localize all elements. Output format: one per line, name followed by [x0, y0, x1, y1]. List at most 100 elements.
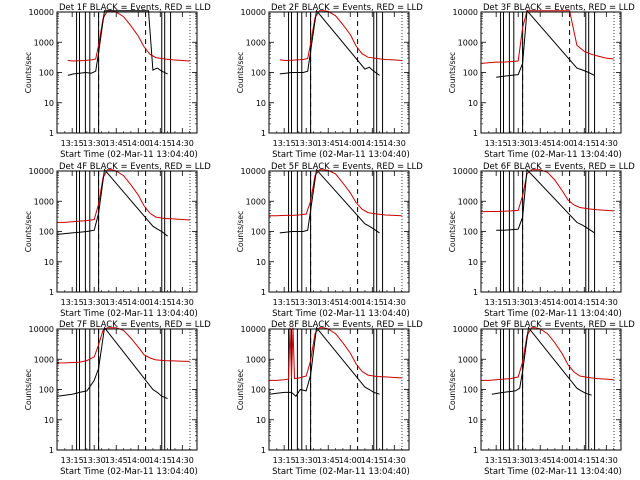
y-tick-label: 1000	[34, 197, 54, 206]
x-tick-label: 13:15	[485, 456, 508, 465]
y-tick-label: 10000	[241, 167, 266, 176]
y-tick-label: 10000	[29, 325, 54, 334]
x-tick-label: 13:45	[317, 456, 340, 465]
y-tick-label: 10	[44, 416, 54, 425]
x-tick-label: 14:00	[127, 456, 150, 465]
plot-frame	[480, 11, 622, 134]
x-tick-label: 13:45	[529, 139, 552, 148]
x-tick-label: 13:15	[273, 139, 296, 148]
panel-det-2: 1 10 100 1000 10000 13:1513:3013:4514:0014:15…	[236, 3, 423, 160]
series-line-events	[496, 9, 595, 78]
x-axis-label: Start Time (02-Mar-11 13:04:40)	[60, 150, 198, 160]
x-tick-label: 13:30	[83, 456, 106, 465]
x-tick-label: 14:15	[573, 456, 596, 465]
y-tick-label: 100	[39, 386, 54, 395]
y-tick-label: 100	[463, 69, 478, 78]
series-line-lld	[269, 169, 402, 217]
series-line-events	[57, 168, 168, 237]
y-tick-label: 10000	[453, 8, 478, 17]
y-axis-label: Counts/sec	[24, 211, 33, 252]
x-tick-label: 14:30	[171, 298, 194, 307]
y-tick-label: 1	[473, 288, 478, 297]
panel-det-8: 1 10 100 1000 10000 13:1513:3013:4514:0014:15…	[236, 320, 423, 477]
y-tick-label: 10000	[29, 8, 54, 17]
panel-title: Det 3F BLACK = Events, RED = LLD	[483, 3, 635, 13]
plot-frame	[480, 328, 622, 451]
y-tick-label: 100	[251, 228, 266, 237]
x-tick-label: 14:00	[551, 298, 574, 307]
y-tick-label: 10	[256, 416, 266, 425]
x-tick-label: 13:45	[317, 139, 340, 148]
y-tick-label: 1000	[246, 38, 266, 47]
y-tick-label: 10	[256, 258, 266, 267]
plot-frame	[56, 328, 198, 451]
y-axis-label: Counts/sec	[24, 52, 33, 93]
x-tick-label: 14:30	[383, 298, 406, 307]
x-axis-label: Start Time (02-Mar-11 13:04:40)	[484, 150, 622, 160]
x-tick-label: 13:30	[83, 139, 106, 148]
y-tick-label: 1	[261, 446, 266, 455]
y-axis-label: Counts/sec	[448, 52, 457, 93]
panel-det-9: 1 10 100 1000 10000 13:1513:3013:4514:0014:15…	[448, 320, 635, 477]
series-line-events	[279, 168, 380, 234]
y-tick-label: 1	[473, 129, 478, 138]
y-tick-label: 1000	[34, 38, 54, 47]
panel-det-6: 1 10 100 1000 10000 13:1513:3013:4514:0014:15…	[448, 162, 635, 319]
x-tick-label: 13:45	[105, 298, 128, 307]
x-tick-label: 13:30	[295, 456, 318, 465]
x-tick-label: 14:15	[149, 139, 172, 148]
x-tick-label: 13:45	[105, 456, 128, 465]
x-tick-label: 13:45	[529, 456, 552, 465]
series-line-lld	[481, 169, 614, 213]
x-tick-label: 14:15	[361, 298, 384, 307]
x-tick-label: 13:15	[273, 456, 296, 465]
series-line-events	[491, 326, 592, 396]
y-tick-label: 100	[463, 228, 478, 237]
y-tick-label: 1000	[458, 197, 478, 206]
panel-title: Det 6F BLACK = Events, RED = LLD	[483, 162, 635, 172]
x-tick-label: 14:30	[595, 456, 618, 465]
x-tick-label: 14:00	[339, 456, 362, 465]
x-tick-label: 14:30	[383, 456, 406, 465]
plot-frame	[268, 170, 410, 293]
plot-frame	[268, 328, 410, 451]
x-axis-label: Start Time (02-Mar-11 13:04:40)	[484, 309, 622, 319]
plot-frame	[56, 11, 198, 134]
panel-title: Det 7F BLACK = Events, RED = LLD	[59, 320, 211, 330]
y-tick-label: 100	[39, 228, 54, 237]
y-tick-label: 10000	[241, 325, 266, 334]
y-tick-label: 10000	[453, 325, 478, 334]
x-tick-label: 14:15	[149, 298, 172, 307]
x-tick-label: 14:15	[573, 139, 596, 148]
y-tick-label: 10000	[453, 167, 478, 176]
y-tick-label: 1000	[246, 197, 266, 206]
x-tick-label: 14:30	[595, 298, 618, 307]
x-tick-label: 13:45	[529, 298, 552, 307]
x-tick-label: 13:15	[61, 456, 84, 465]
x-tick-label: 14:30	[171, 139, 194, 148]
x-tick-label: 14:15	[573, 298, 596, 307]
x-tick-label: 13:15	[61, 139, 84, 148]
x-axis-label: Start Time (02-Mar-11 13:04:40)	[60, 309, 198, 319]
x-tick-label: 13:30	[295, 139, 318, 148]
y-tick-label: 100	[39, 69, 54, 78]
panel-title: Det 2F BLACK = Events, RED = LLD	[271, 3, 423, 13]
y-tick-label: 100	[251, 69, 266, 78]
x-tick-label: 14:15	[361, 139, 384, 148]
series-line-lld	[269, 327, 402, 381]
y-tick-label: 10000	[241, 8, 266, 17]
series-line-events	[496, 168, 595, 234]
y-axis-label: Counts/sec	[448, 211, 457, 252]
x-axis-label: Start Time (02-Mar-11 13:04:40)	[484, 467, 622, 477]
panel-det-1: 1 10 100 1000 10000 13:1513:3013:4514:0014:15…	[24, 3, 211, 160]
x-tick-label: 13:15	[485, 139, 508, 148]
y-axis-label: Counts/sec	[236, 369, 245, 410]
x-tick-label: 13:30	[507, 298, 530, 307]
y-tick-label: 100	[463, 386, 478, 395]
plot-frame	[268, 11, 410, 134]
x-tick-label: 14:00	[551, 456, 574, 465]
series-line-events	[57, 326, 168, 400]
y-tick-label: 1	[473, 446, 478, 455]
y-tick-label: 10	[468, 99, 478, 108]
x-tick-label: 13:45	[105, 139, 128, 148]
